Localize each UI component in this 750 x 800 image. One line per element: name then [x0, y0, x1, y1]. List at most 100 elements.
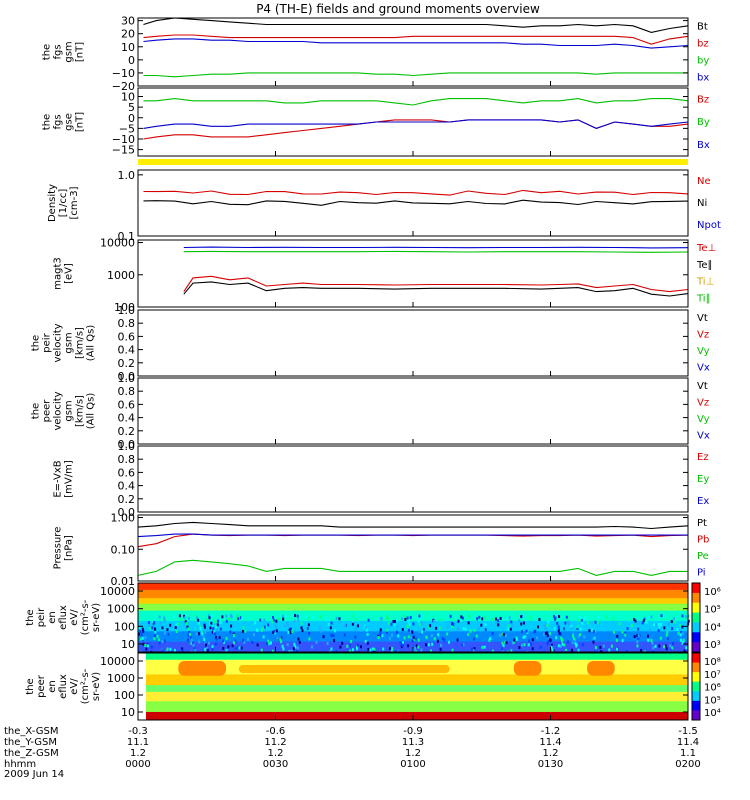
spectrogram-pixel — [671, 627, 674, 631]
colorbar-tick-label: 10⁴ — [704, 622, 721, 633]
y-tick-label: 0.2 — [118, 493, 136, 506]
spectrogram-pixel — [346, 644, 349, 648]
spectrogram-pixel — [470, 647, 473, 651]
spectrogram-pixel — [640, 649, 643, 653]
y-axis-label: [eV] — [64, 263, 75, 284]
spectrogram-pixel — [641, 618, 644, 622]
spectrogram-pixel — [666, 630, 669, 634]
spectrogram-pixel — [544, 631, 547, 635]
spectrogram-pixel — [647, 615, 650, 619]
spectrogram-pixel — [214, 642, 217, 646]
spectrogram-pixel — [583, 635, 586, 639]
spectrogram — [138, 653, 688, 721]
spectrogram-pixel — [240, 646, 243, 650]
spectrogram-pixel — [687, 619, 690, 623]
spectrogram-pixel — [357, 643, 360, 647]
spectrogram-pixel — [217, 619, 220, 623]
spectrogram-pixel — [522, 621, 525, 625]
spectrogram-pixel — [277, 617, 280, 621]
spectrogram-pixel — [267, 623, 270, 627]
spectrogram-pixel — [457, 619, 460, 623]
legend-entry: By — [697, 117, 710, 128]
panel-3: 1.0 0.1 Density [1/cc] [cm-3] Ne Ni Npot — [47, 169, 721, 243]
spectrogram-pixel — [307, 623, 310, 627]
y-axis-label: en — [47, 680, 58, 693]
spectrogram-pixel — [195, 614, 198, 618]
spectrogram-pixel — [561, 642, 564, 646]
y-tick-label: 30 — [121, 15, 135, 28]
colorbar-swatch — [692, 602, 700, 614]
spectrogram-pixel — [435, 626, 438, 630]
spectrogram-pixel — [499, 616, 502, 620]
spectrogram-pixel — [197, 621, 200, 625]
spectrogram-pixel — [211, 647, 214, 651]
spectrogram-pixel — [230, 624, 233, 628]
spectrogram-pixel — [563, 627, 566, 631]
colorbar-tick-label: 10⁶ — [704, 683, 721, 694]
spectrogram-pixel — [286, 643, 289, 647]
spectrogram-pixel — [191, 641, 194, 645]
spectrogram-pixel — [576, 626, 579, 630]
spectrogram-pixel — [242, 638, 245, 642]
x-tick-label: 0200 — [675, 759, 700, 770]
spectrogram-pixel — [286, 621, 289, 625]
y-axis-label: the — [25, 609, 36, 625]
spectrogram-pixel — [411, 630, 414, 634]
spectrogram-pixel — [618, 622, 621, 626]
panel-frame — [137, 239, 689, 308]
spectrogram-pixel — [377, 636, 380, 640]
spectrogram-pixel — [186, 625, 189, 629]
spectrogram-pixel — [659, 623, 662, 627]
spectrogram-pixel — [237, 646, 240, 650]
legend-entry: Te⊥ — [696, 243, 716, 254]
spectrogram-pixel — [563, 643, 566, 647]
spectrogram-pixel — [406, 616, 409, 620]
spectrogram-pixel — [616, 647, 619, 651]
y-axis-label: sr-eV) — [91, 603, 102, 632]
spectrogram-pixel — [451, 625, 454, 629]
spectrogram-pixel — [420, 621, 423, 625]
legend-entry: Bx — [697, 140, 710, 151]
spectrogram-pixel — [557, 625, 560, 629]
spectrogram-pixel — [512, 640, 515, 644]
spectrogram-pixel — [382, 647, 385, 651]
spectrogram-pixel — [407, 644, 410, 648]
spectrogram-pixel — [380, 633, 383, 637]
x-tick-label: -1.2 — [541, 726, 561, 737]
spectrogram-pixel — [665, 647, 668, 651]
spectrogram-pixel — [449, 621, 452, 625]
y-tick-label: 0.8 — [118, 453, 136, 466]
spectrogram-pixel — [676, 627, 679, 631]
spectrogram-pixel — [147, 620, 150, 624]
spectrogram-pixel — [560, 636, 563, 640]
spectrogram-pixel — [593, 636, 596, 640]
y-axis-label: (All Qs) — [86, 393, 97, 430]
legend-entry: Bt — [697, 21, 708, 32]
spectrogram-pixel — [437, 633, 440, 637]
spectrogram-feature — [587, 661, 615, 676]
spectrogram-pixel — [456, 626, 459, 630]
colorbar-swatch — [692, 653, 700, 664]
y-tick-label: 0.10 — [111, 543, 136, 556]
spectrogram-pixel — [335, 616, 338, 620]
spectrogram-pixel — [207, 641, 210, 645]
spectrogram-pixel — [513, 638, 516, 642]
legend-entry: Ni — [697, 198, 707, 209]
spectrogram-pixel — [411, 639, 414, 643]
spectrogram-pixel — [528, 616, 531, 620]
spectrogram-pixel — [557, 627, 560, 631]
spectrogram-pixel — [183, 616, 186, 620]
spectrogram-pixel — [403, 614, 406, 618]
spectrogram-pixel — [181, 647, 184, 651]
spectrogram-band — [146, 691, 688, 702]
spectrogram-pixel — [178, 614, 181, 618]
spectrogram-pixel — [651, 641, 654, 645]
spectrogram-pixel — [407, 635, 410, 639]
spectrogram-pixel — [211, 630, 214, 634]
spectrogram-pixel — [612, 617, 615, 621]
spectrogram-pixel — [140, 637, 143, 641]
spectrogram-pixel — [190, 641, 193, 645]
spectrogram-pixel — [354, 627, 357, 631]
